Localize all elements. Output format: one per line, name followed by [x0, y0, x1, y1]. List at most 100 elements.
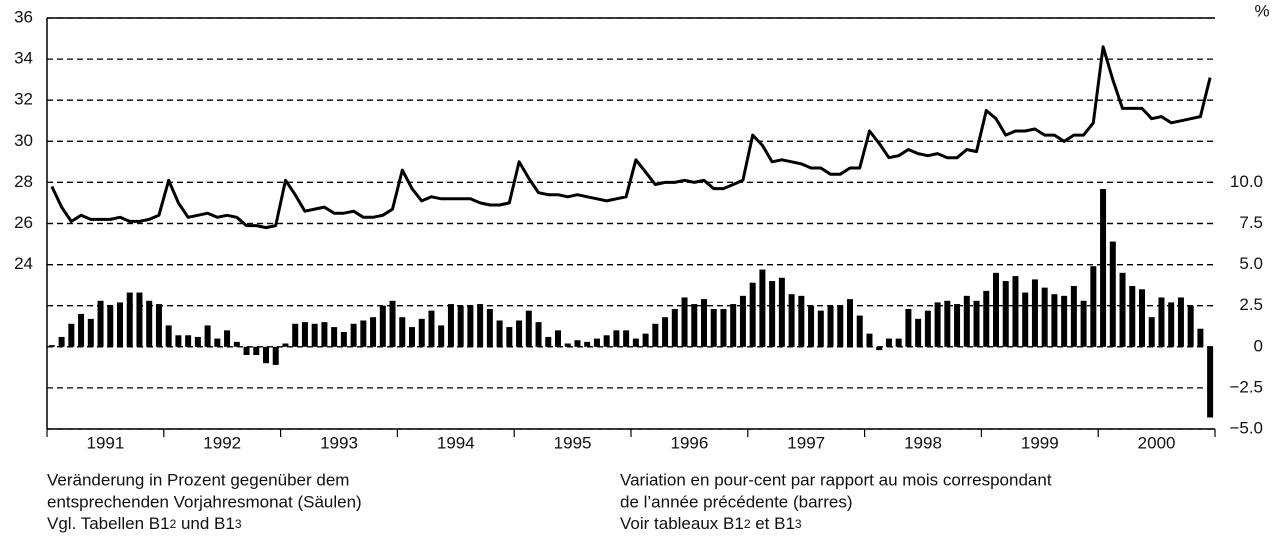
y2-tick-label: 2.5	[1239, 295, 1263, 314]
bar	[136, 292, 143, 347]
bar	[165, 325, 172, 347]
note: Veränderung in Prozent gegenüber dem	[47, 470, 349, 489]
bar	[214, 338, 221, 347]
note: Voir tableaux B12 et B13	[620, 514, 802, 533]
bar	[321, 322, 328, 347]
note: Variation en pour-cent par rapport au mo…	[620, 470, 1052, 489]
bar	[58, 336, 65, 347]
bar	[457, 305, 464, 347]
bar	[1061, 295, 1068, 347]
x-tick-label: 1995	[554, 433, 592, 452]
bar	[905, 308, 912, 347]
bar	[642, 333, 649, 347]
bar	[866, 333, 873, 347]
bar	[48, 345, 55, 347]
bar	[428, 310, 435, 347]
bar	[1070, 285, 1077, 347]
bar	[447, 304, 454, 347]
x-tick-label: 1996	[670, 433, 708, 452]
bar	[68, 323, 75, 347]
bar	[243, 346, 250, 356]
bar	[798, 295, 805, 347]
bar	[885, 338, 892, 347]
y-tick-label: 34	[14, 49, 33, 68]
y2-tick-label: −2.5	[1229, 377, 1263, 396]
bar	[340, 332, 347, 347]
bar	[194, 336, 201, 347]
y2-tick-label: 5.0	[1239, 254, 1263, 273]
bar	[1187, 305, 1194, 347]
x-tick-label: 1991	[86, 433, 124, 452]
note-part: Vgl. Tabellen B1	[47, 514, 170, 533]
bar	[1129, 285, 1136, 347]
bar	[574, 340, 581, 347]
note: de l’année précédente (barres)	[620, 492, 852, 511]
bar	[360, 320, 367, 347]
bar	[973, 300, 980, 347]
bar	[944, 300, 951, 347]
bar	[584, 341, 591, 347]
bar	[292, 323, 299, 347]
line	[50, 45, 1212, 230]
bar	[311, 323, 318, 347]
bar	[418, 318, 425, 347]
x-tick-label: 1994	[437, 433, 475, 452]
bar	[623, 330, 630, 347]
bar	[1197, 328, 1204, 347]
bar	[808, 305, 815, 347]
bar	[1207, 346, 1214, 418]
bar	[1119, 272, 1126, 347]
bar	[370, 317, 377, 347]
bar	[662, 317, 669, 347]
bar	[535, 322, 542, 347]
bar	[1139, 289, 1145, 347]
bar	[671, 308, 678, 347]
bar	[837, 305, 844, 347]
bar	[126, 292, 133, 347]
bar	[272, 346, 279, 365]
bar	[691, 304, 698, 347]
bar	[769, 281, 776, 347]
bar	[146, 300, 153, 347]
bar	[1090, 266, 1097, 347]
bar	[399, 317, 406, 347]
note-part: et B1	[751, 514, 795, 533]
bar	[720, 308, 727, 347]
bar	[613, 330, 620, 347]
x-tick-label: 1993	[320, 433, 358, 452]
y2-tick-label: 7.5	[1239, 213, 1263, 232]
bar	[107, 305, 114, 347]
bar	[555, 330, 561, 347]
bar	[817, 310, 824, 347]
y-tick-label: 30	[14, 131, 33, 150]
bar	[681, 297, 688, 347]
bar	[253, 346, 260, 356]
bar	[934, 302, 941, 347]
bar	[224, 330, 231, 347]
bar	[438, 325, 445, 347]
bar	[652, 323, 659, 347]
note-part: Voir tableaux B1	[620, 514, 744, 533]
note: Vgl. Tabellen B12 und B13	[47, 514, 242, 533]
bar	[710, 308, 717, 347]
bar	[739, 295, 746, 347]
x-tick-label: 1992	[203, 433, 241, 452]
bar	[1100, 188, 1107, 347]
bar	[467, 305, 474, 347]
bar	[847, 299, 853, 347]
bar	[1080, 300, 1087, 347]
y-tick-label: 32	[14, 90, 33, 109]
bar	[233, 341, 240, 347]
bar	[993, 272, 999, 347]
bar	[1012, 276, 1019, 347]
bar	[827, 305, 834, 347]
y-tick-label: 26	[14, 213, 33, 232]
bar	[895, 338, 902, 347]
bar	[876, 346, 883, 351]
bar	[1041, 287, 1048, 347]
bar	[749, 282, 756, 347]
bar	[1148, 317, 1155, 347]
bar	[525, 310, 532, 347]
note-part: 3	[795, 517, 802, 531]
bar	[1168, 302, 1175, 347]
